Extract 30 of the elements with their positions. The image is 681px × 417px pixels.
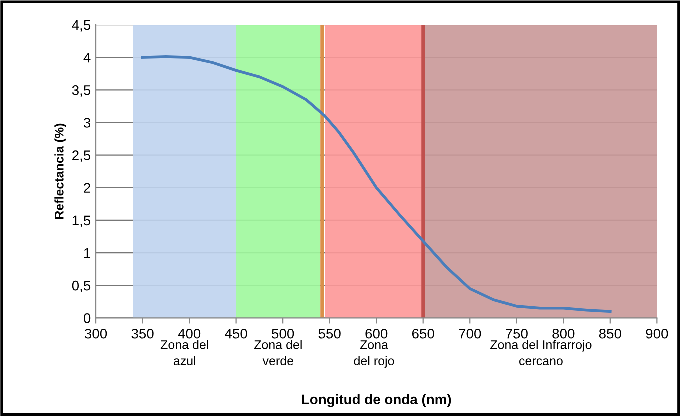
y-tick-label: 1,5	[72, 216, 91, 228]
y-tick-label: 3	[84, 118, 91, 128]
y-tick-label: 2	[84, 183, 90, 193]
band-label: Zona del rojo	[354, 340, 394, 368]
y-tick-label: 4	[84, 53, 91, 63]
band-label: Zona del Infrarrojo cercano	[490, 340, 592, 366]
y-axis-title: Reflectancia (%)	[54, 124, 66, 220]
x-tick-label: 400	[178, 328, 201, 339]
x-tick-label: 450	[225, 328, 248, 339]
x-tick-label: 700	[459, 328, 482, 339]
x-tick-label: 750	[506, 328, 528, 339]
y-tick-label: 4,5	[72, 20, 91, 32]
line-series	[141, 56, 612, 314]
y-tick-label: 2,5	[72, 150, 91, 162]
x-axis-title: Longitud de onda (nm)	[302, 394, 452, 408]
x-tick-label: 300	[84, 328, 108, 339]
x-tick-label: 900	[646, 328, 668, 339]
y-tick-label: 1	[84, 248, 90, 258]
x-tick-label: 650	[412, 328, 434, 339]
y-tick-label: 0,5	[72, 280, 91, 292]
band-label: Zona del verde	[254, 340, 302, 366]
x-tick-label: 800	[552, 328, 575, 339]
x-tick-label: 500	[272, 328, 294, 339]
band-label: Zona del azul	[160, 340, 208, 366]
y-tick-label: 0	[84, 314, 91, 324]
x-tick-label: 600	[366, 328, 388, 339]
x-tick-label: 550	[318, 328, 341, 339]
x-tick-label: 350	[132, 328, 154, 339]
y-tick-label: 3,5	[72, 86, 91, 97]
x-tick-label: 850	[599, 328, 622, 339]
